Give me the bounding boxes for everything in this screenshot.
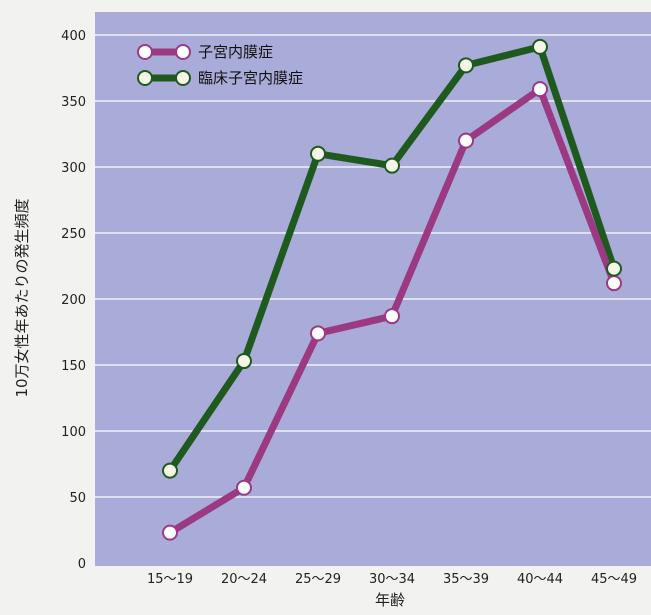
- series-lines: [162, 38, 622, 541]
- data-point: [236, 353, 252, 370]
- y-axis-title: 10万女性年あたりの発生頻度: [13, 198, 31, 397]
- data-point: [162, 524, 178, 541]
- y-tick-label: 0: [78, 557, 86, 572]
- legend-label: 子宮内膜症: [198, 43, 273, 61]
- data-point: [606, 260, 622, 277]
- y-tick-label: 50: [69, 491, 86, 506]
- y-tick-label: 350: [61, 95, 86, 110]
- y-tick-label: 100: [61, 425, 86, 440]
- plot-area: [95, 12, 651, 566]
- x-tick-labels: 15〜19 20〜24 25〜29 30〜34 35〜39 40〜44 45〜49: [147, 572, 637, 587]
- data-point: [458, 57, 474, 74]
- data-point: [532, 81, 548, 98]
- gridlines: [95, 34, 651, 498]
- y-tick-label: 300: [61, 161, 86, 176]
- data-point: [458, 132, 474, 149]
- legend-marker: [137, 70, 153, 86]
- y-tick-label: 200: [61, 293, 86, 308]
- legend-label: 臨床子宮内膜症: [198, 69, 303, 87]
- x-tick-label: 15〜19: [147, 572, 193, 587]
- x-tick-label: 30〜34: [369, 572, 415, 587]
- legend-marker: [175, 44, 191, 60]
- data-point: [310, 325, 326, 342]
- data-point: [384, 308, 400, 325]
- data-point: [532, 38, 548, 55]
- y-tick-label: 400: [61, 29, 86, 44]
- x-tick-label: 45〜49: [591, 572, 637, 587]
- y-tick-labels: 0 50 100 150 200 250 300 350 400: [61, 29, 86, 572]
- y-tick-label: 250: [61, 227, 86, 242]
- x-tick-label: 20〜24: [221, 572, 267, 587]
- x-tick-label: 25〜29: [295, 572, 341, 587]
- data-point: [606, 275, 622, 292]
- data-point: [236, 479, 252, 496]
- data-point: [162, 462, 178, 479]
- legend-marker: [137, 44, 153, 60]
- legend-marker: [175, 70, 191, 86]
- x-axis-title: 年齢: [375, 591, 405, 609]
- y-tick-label: 150: [61, 359, 86, 374]
- data-point: [384, 157, 400, 174]
- x-tick-label: 40〜44: [517, 572, 563, 587]
- x-tick-label: 35〜39: [443, 572, 489, 587]
- data-point: [310, 145, 326, 162]
